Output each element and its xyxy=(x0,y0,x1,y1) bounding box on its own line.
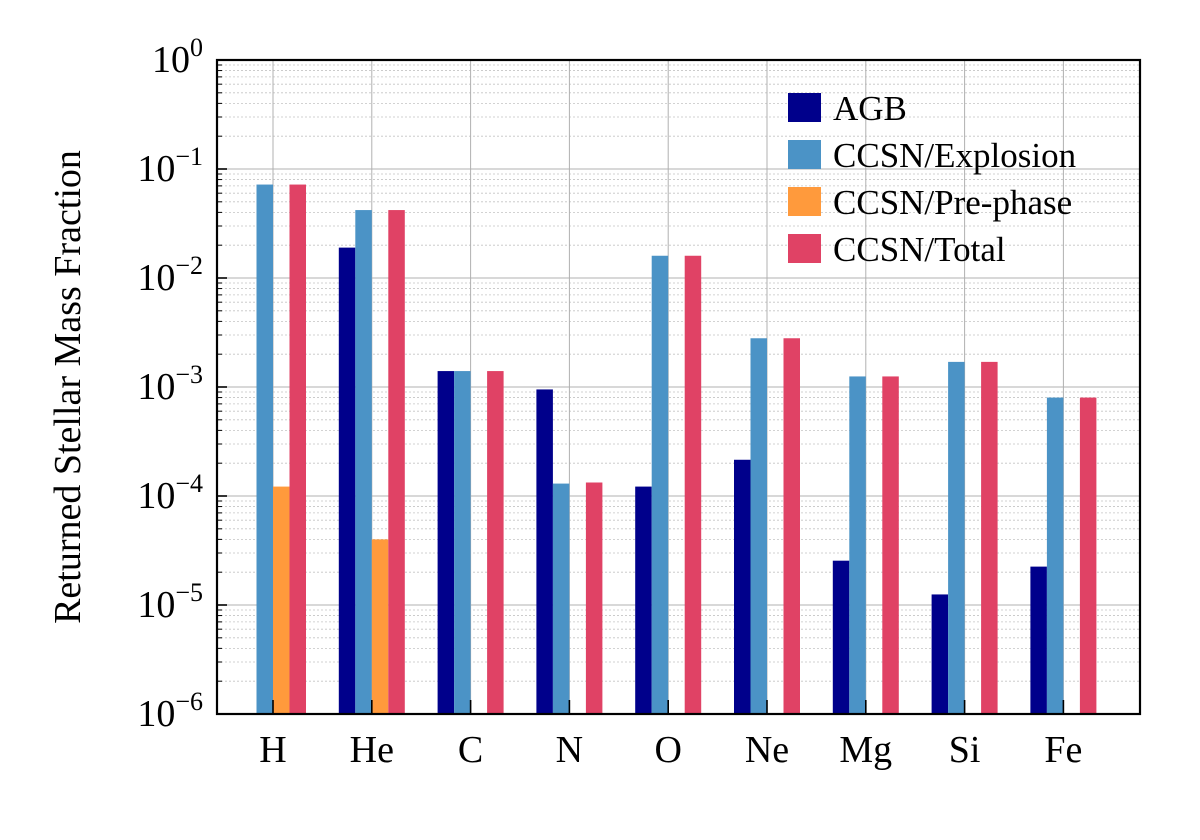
bars xyxy=(256,184,1097,715)
y-tick-label: 10−4 xyxy=(137,469,203,517)
bar-ccsn-explosion-ne xyxy=(750,338,767,714)
x-tick-label-fe: Fe xyxy=(1044,729,1082,771)
x-tick-label-h: H xyxy=(259,729,286,771)
bar-ccsn-explosion-n xyxy=(552,483,570,714)
y-tick-label: 10−3 xyxy=(137,360,203,408)
bar-agb-ne xyxy=(734,459,751,714)
x-tick-label-o: O xyxy=(654,729,681,771)
bar-ccsn-pre-phase-he xyxy=(371,539,389,714)
x-tick-label-c: C xyxy=(458,729,483,771)
bar-ccsn-total-mg xyxy=(882,376,899,714)
y-tick-label: 10−5 xyxy=(137,578,203,626)
bar-agb-mg xyxy=(832,560,850,714)
bar-ccsn-explosion-he xyxy=(355,210,372,714)
bar-agb-he xyxy=(338,247,356,715)
bar-agb-n xyxy=(536,389,553,714)
y-tick-label: 100 xyxy=(152,33,203,81)
bar-ccsn-total-o xyxy=(684,255,702,714)
x-tick-label-he: He xyxy=(350,729,394,771)
bar-agb-fe xyxy=(1030,566,1047,714)
bar-agb-o xyxy=(635,486,652,714)
legend-swatch-ccsn-explosion xyxy=(788,140,821,169)
bar-ccsn-explosion-c xyxy=(454,371,471,714)
x-tick-label-ne: Ne xyxy=(745,729,789,771)
bar-ccsn-explosion-h xyxy=(256,184,273,714)
y-tick-label: 10−2 xyxy=(137,251,203,299)
axes: 100 10−1 10−2 10−3 10−4 10−5 10−6 H He C N O Ne Mg Si F… xyxy=(137,33,1142,771)
bar-ccsn-pre-phase-h xyxy=(273,486,290,714)
legend-swatch-ccsn-pre-phase xyxy=(788,187,821,216)
bar-ccsn-total-si xyxy=(981,361,998,714)
bar-agb-si xyxy=(931,594,949,714)
x-tick-label-si: Si xyxy=(949,729,981,771)
y-tick-label: 10−6 xyxy=(137,687,203,735)
legend-label-ccsn-pre-phase: CCSN/Pre-phase xyxy=(833,183,1072,222)
bar-ccsn-total-c xyxy=(487,371,504,714)
legend-label-ccsn-total: CCSN/Total xyxy=(833,230,1006,269)
legend-swatch-ccsn-total xyxy=(788,234,821,263)
legend: AGB CCSN/Explosion CCSN/Pre-phase CCSN/Tota… xyxy=(788,89,1076,269)
legend-swatch-agb xyxy=(788,93,821,122)
y-tick-label: 10−1 xyxy=(137,142,203,190)
y-axis-label: Returned Stellar Mass Fraction xyxy=(47,150,89,624)
bar-ccsn-total-fe xyxy=(1079,397,1097,714)
bar-agb-c xyxy=(437,371,455,714)
bar-ccsn-total-n xyxy=(585,482,603,714)
x-tick-label-n: N xyxy=(556,729,583,771)
bar-ccsn-explosion-mg xyxy=(849,376,866,714)
legend-label-agb: AGB xyxy=(833,89,907,128)
legend-label-ccsn-explosion: CCSN/Explosion xyxy=(833,136,1076,175)
bar-ccsn-explosion-o xyxy=(651,255,669,714)
bar-ccsn-explosion-fe xyxy=(1046,397,1064,714)
bar-ccsn-total-he xyxy=(388,210,405,714)
x-tick-label-mg: Mg xyxy=(839,729,892,771)
bar-ccsn-total-ne xyxy=(783,338,800,714)
bar-ccsn-total-h xyxy=(289,184,306,714)
bar-ccsn-explosion-si xyxy=(948,361,965,714)
